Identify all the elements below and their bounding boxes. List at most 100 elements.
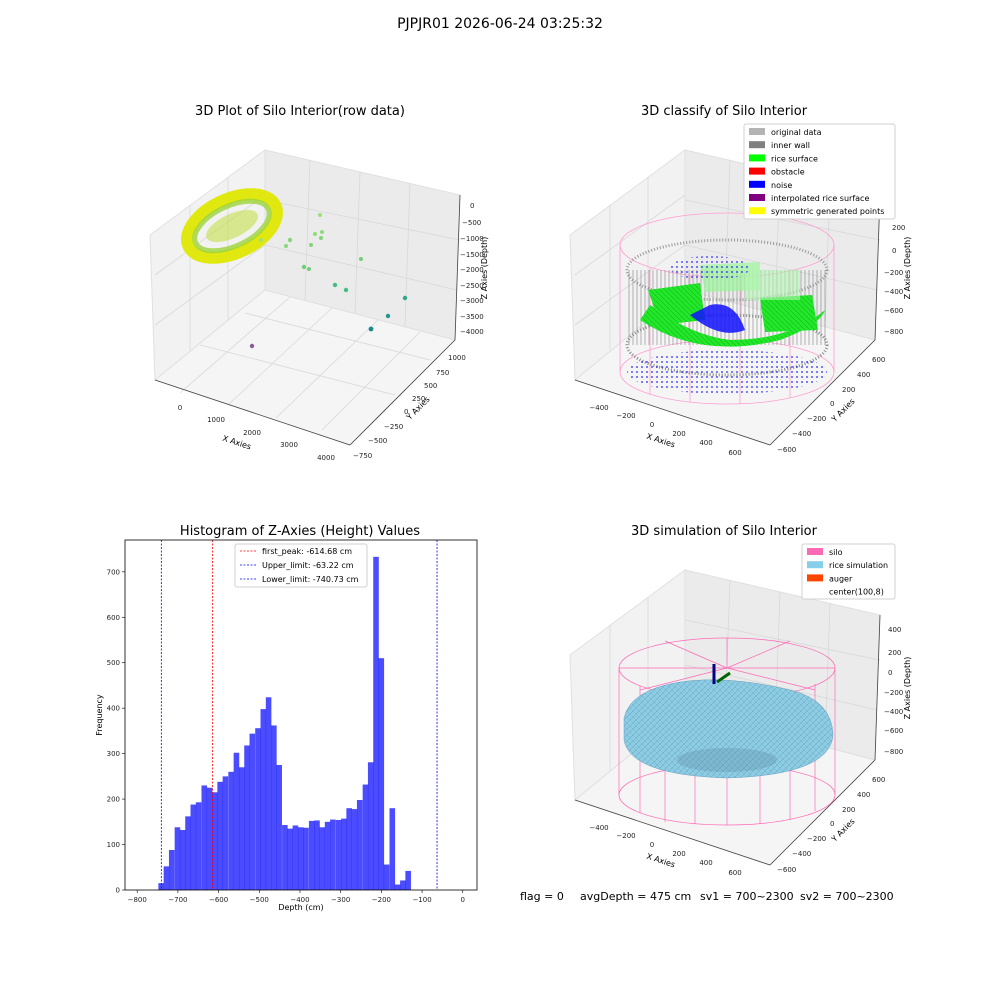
histogram-bar [335,820,342,890]
raw-point-ring [181,188,283,264]
histogram-bar [324,821,331,890]
histogram-bar [383,864,390,890]
raw-y-tick: −750 [353,452,372,460]
legend-swatch [749,207,765,215]
sim-y-tick: −200 [807,835,826,843]
histogram-bar [190,804,197,890]
histogram-x-tick-label: 0 [461,896,465,904]
classify-x-tick: 200 [672,430,685,438]
classify-x-tick: 0 [650,421,654,429]
histogram-bar [276,765,282,890]
sim-z-tick: 400 [888,626,901,634]
raw-y-tick: 0 [404,408,408,416]
histogram-x-tick-label: −500 [250,896,269,904]
simulation-y-ticks: 600 400 200 0 −200 −400 −600 [777,776,885,874]
sim-z-tick: −800 [884,748,903,756]
classify-x-tick: 400 [699,439,712,447]
histogram-bar [238,767,245,890]
legend-label: center(100,8) [829,588,884,597]
sim-z-tick: 0 [888,669,892,677]
raw-x-ticks: 0 1000 2000 3000 4000 [178,404,335,462]
legend-swatch [749,167,765,175]
histogram-bar [168,850,175,890]
sim-y-tick: 400 [857,791,870,799]
raw-z-label: Z Axies (Depth) [480,237,489,300]
raw-x-tick: 4000 [317,454,335,462]
legend-label: interpolated rice surface [771,194,869,203]
classify-z-tick: −600 [884,307,903,315]
simulation-x-ticks: −400 −200 0 200 400 600 [589,824,741,877]
histogram-marker-lines [160,540,438,890]
histogram-title: Histogram of Z-Axies (Height) Values [179,524,421,539]
histogram-bar [185,816,191,890]
classify-y-tick: 600 [872,356,885,364]
histogram-bar [195,802,202,890]
raw-z-tick: −2000 [460,266,484,274]
histogram-bar [228,771,234,890]
raw-x-tick: 0 [178,404,182,412]
histogram-bar [255,728,261,890]
sim-y-tick: 600 [872,776,885,784]
histogram-bar [244,745,250,890]
raw-plot-title: 3D Plot of Silo Interior(row data) [195,104,405,119]
legend-swatch [749,128,765,135]
legend-swatch [749,194,765,201]
legend-swatch [749,180,765,188]
histogram-y-tick-label: 200 [107,796,120,804]
simulation-legend-items: silo rice simulation auger center(100,8) [807,548,888,597]
histogram-bar [394,884,401,890]
footer-flag: flag = 0 [520,890,564,903]
histogram-bar [341,818,347,890]
histogram-x-ticks: −800 −700 −600 −500 −400 −300 −200 −100 0 [128,890,465,904]
simulation-auger [712,664,731,684]
histogram-bar [400,880,406,890]
sim-y-tick: 200 [842,806,855,814]
raw-y-tick: 750 [436,369,449,377]
raw-z-tick: −3500 [460,313,484,321]
classify-z-tick: −400 [884,288,903,296]
histogram-bar [271,725,277,890]
histogram-bar [405,870,411,890]
sim-x-tick: 400 [699,859,712,867]
histogram-bar [249,733,256,890]
raw-z-tick: −1000 [460,235,484,243]
histogram-bar [282,825,288,890]
sim-x-tick: 600 [728,869,741,877]
legend-label: auger [829,574,853,583]
histogram-y-ticks: 0 100 200 300 400 500 600 700 [107,568,125,895]
classify-z-tick: 200 [892,224,905,232]
classify-y-tick: 200 [842,386,855,394]
raw-z-ticks: 0 −500 −1000 −1500 −2000 −2500 −3000 −35… [460,202,484,336]
classify-z-ticks: 200 0 −200 −400 −600 −800 [884,224,905,336]
histogram-bar [308,820,315,890]
histogram-bar [378,658,385,890]
sim-x-tick: 200 [672,850,685,858]
legend-swatch [807,561,823,569]
raw-y-tick: −250 [384,423,403,431]
legend-swatch [749,154,765,162]
histogram-y-tick-label: 0 [116,887,120,895]
histogram-x-tick-label: −700 [168,896,187,904]
histogram-bar [260,709,267,890]
simulation-rice-surface [623,679,834,779]
simulation-z-label: Z Axies (Depth) [903,657,912,720]
legend-label: original data [771,128,822,137]
raw-z-tick: −1500 [460,251,484,259]
raw-x-tick: 3000 [280,441,298,449]
histogram-bar [297,827,304,890]
legend-label: obstacle [771,168,805,177]
histogram-bar [217,781,223,890]
raw-scatter-points [249,213,408,349]
classify-legend-items: original data inner wall rice surface obsta… [749,128,884,216]
histogram-y-tick-label: 400 [107,705,120,713]
sim-y-tick: −400 [792,850,811,858]
footer-avg-depth: avgDepth = 475 cm [580,890,692,903]
histogram-bar [346,808,352,890]
histogram-y-tick-label: 300 [107,750,120,758]
classify-legend [743,123,896,220]
raw-y-tick: −500 [368,437,387,445]
classify-x-ticks: −400 −200 0 200 400 600 [589,404,741,457]
histogram-x-label: Depth (cm) [278,903,323,912]
